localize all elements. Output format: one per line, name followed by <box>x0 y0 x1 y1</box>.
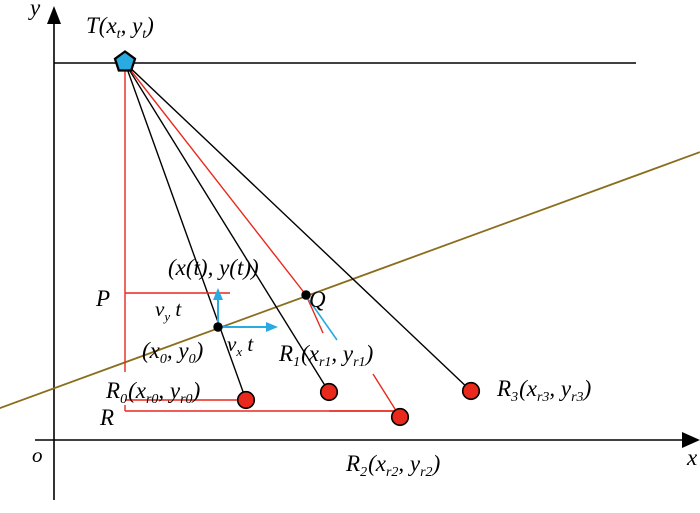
svg-text:T(xt, yt): T(xt, yt) <box>86 13 154 42</box>
svg-text:R2(xr2, yr2): R2(xr2, yr2) <box>345 451 440 480</box>
svg-text:R0(xr0, yr0): R0(xr0, yr0) <box>105 378 200 407</box>
svg-text:x: x <box>686 445 698 470</box>
svg-text:(x(t), y(t)): (x(t), y(t)) <box>168 255 259 280</box>
svg-text:P: P <box>95 286 110 311</box>
svg-text:R: R <box>99 405 114 430</box>
svg-text:vy t: vy t <box>155 297 182 324</box>
svg-text:R3(xr3, yr3): R3(xr3, yr3) <box>496 376 591 405</box>
svg-text:o: o <box>32 443 43 467</box>
svg-text:vx t: vx t <box>227 332 254 359</box>
svg-text:(x0, y0): (x0, y0) <box>142 338 203 367</box>
svg-text:R1(xr1, yr1): R1(xr1, yr1) <box>278 341 373 370</box>
svg-text:y: y <box>28 0 41 20</box>
svg-text:Q: Q <box>309 287 326 312</box>
